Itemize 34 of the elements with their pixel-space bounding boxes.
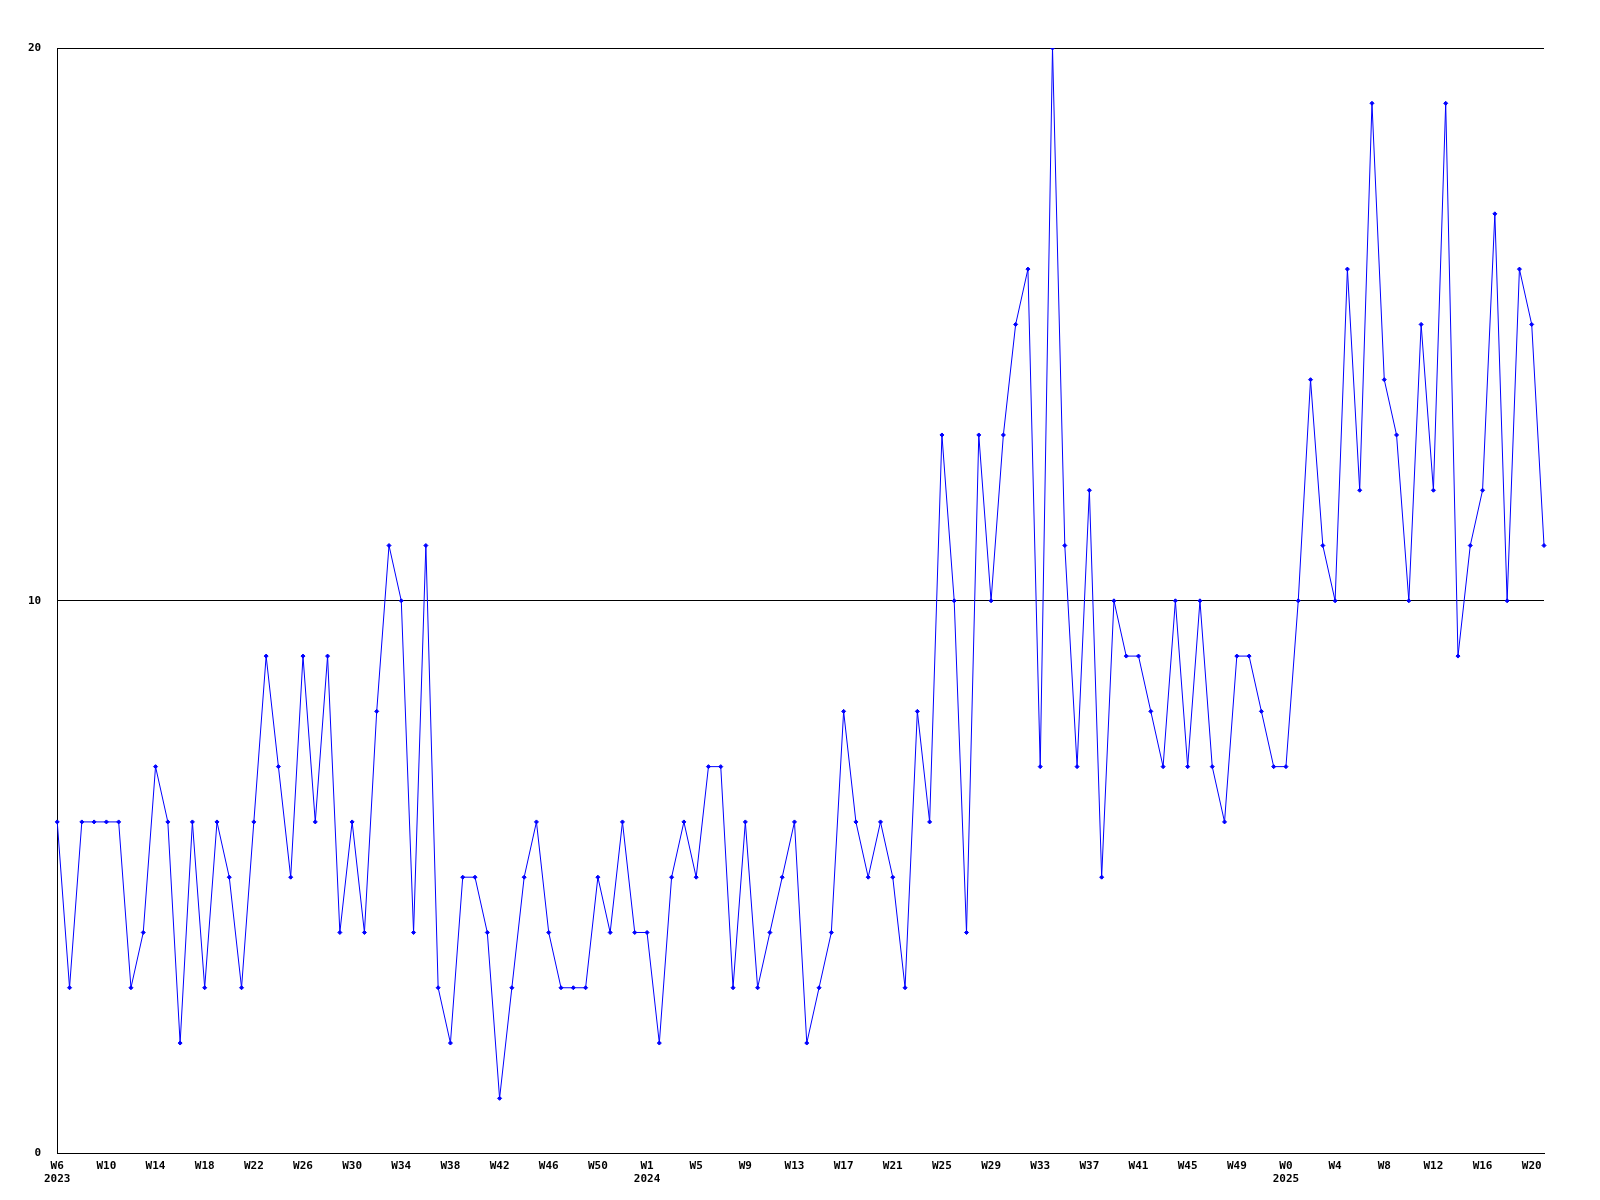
x-tick-label: W6 2023 <box>44 1159 71 1186</box>
y-tick-label: 10 <box>28 593 42 607</box>
x-tick-label: W5 <box>689 1159 703 1173</box>
x-tick-label: W13 <box>784 1159 805 1173</box>
x-tick-label: W9 <box>738 1159 752 1173</box>
x-tick-label: W0 2025 <box>1272 1159 1300 1186</box>
x-tick-label: W41 <box>1128 1159 1149 1173</box>
x-tick-label: W30 <box>342 1159 363 1173</box>
x-tick-label: W17 <box>833 1159 854 1173</box>
x-tick-label: W49 <box>1226 1159 1247 1173</box>
x-tick-label: W38 <box>440 1159 461 1173</box>
x-tick-label: W4 <box>1328 1159 1343 1173</box>
y-tick-label: 20 <box>28 40 42 54</box>
x-tick-label: W12 <box>1423 1159 1444 1173</box>
x-tick-label: W8 <box>1377 1159 1391 1173</box>
y-tick-label: 0 <box>34 1146 42 1160</box>
x-tick-label: W33 <box>1030 1159 1051 1173</box>
x-tick-label: W25 <box>931 1159 952 1173</box>
x-tick-label: W34 <box>391 1159 412 1173</box>
x-tick-label: W29 <box>981 1159 1002 1173</box>
x-tick-label: W37 <box>1079 1159 1100 1173</box>
x-tick-label: W10 <box>96 1159 117 1173</box>
x-tick-label: W26 <box>293 1159 314 1173</box>
x-tick-label: W21 <box>882 1159 904 1173</box>
x-tick-label: W42 <box>489 1159 510 1173</box>
x-tick-label: W45 <box>1177 1159 1198 1173</box>
x-tick-label: W18 <box>194 1159 215 1173</box>
x-tick-label: W46 <box>538 1159 560 1173</box>
x-tick-label: W16 <box>1472 1159 1493 1173</box>
x-tick-label: W22 <box>243 1159 264 1173</box>
x-tick-label: W50 <box>587 1159 608 1173</box>
x-tick-label: W14 <box>145 1159 166 1173</box>
x-tick-label: W1 2024 <box>633 1159 661 1186</box>
x-tick-label: W20 <box>1521 1159 1542 1173</box>
